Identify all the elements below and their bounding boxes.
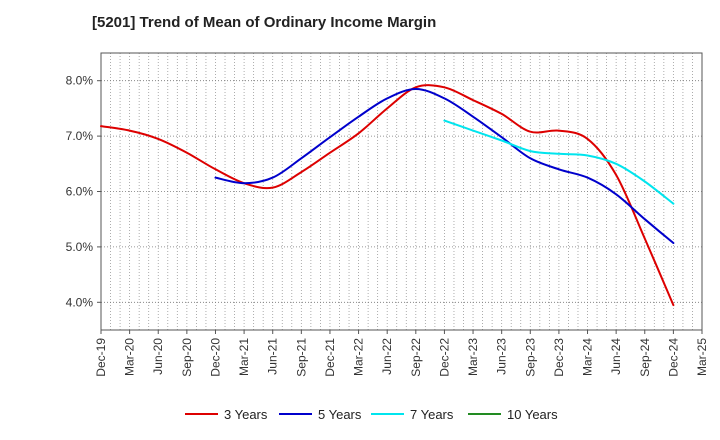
y-tick-label: 4.0% [66, 295, 94, 309]
y-tick-label: 7.0% [66, 129, 94, 143]
x-tick-label: Dec-21 [323, 338, 337, 377]
series-line-7-years [443, 119, 675, 205]
x-tick-label: Dec-23 [552, 338, 566, 377]
legend-label-5-years: 5 Years [318, 407, 362, 422]
series-line-5-years [214, 88, 675, 244]
x-tick-label: Mar-22 [352, 338, 366, 376]
x-tick-label: Dec-19 [94, 338, 108, 377]
x-tick-label: Sep-23 [523, 338, 537, 377]
legend-label-7-years: 7 Years [410, 407, 454, 422]
x-tick-label: Mar-24 [581, 338, 595, 376]
x-tick-label: Jun-24 [609, 338, 623, 375]
y-tick-label: 6.0% [66, 185, 94, 199]
x-tick-label: Jun-21 [266, 338, 280, 375]
x-tick-label: Dec-22 [437, 338, 451, 377]
x-tick-label: Sep-22 [409, 338, 423, 377]
x-tick-label: Mar-20 [123, 338, 137, 376]
x-tick-label: Jun-20 [151, 338, 165, 375]
y-tick-label: 5.0% [66, 240, 94, 254]
x-tick-label: Sep-20 [180, 338, 194, 377]
x-tick-label: Mar-23 [466, 338, 480, 376]
x-tick-label: Sep-24 [638, 338, 652, 377]
x-tick-label: Dec-24 [666, 338, 680, 377]
x-tick-label: Mar-21 [237, 338, 251, 376]
x-tick-label: Sep-21 [294, 338, 308, 377]
legend-label-3-years: 3 Years [224, 407, 268, 422]
y-tick-label: 8.0% [66, 74, 94, 88]
x-tick-label: Mar-25 [695, 338, 709, 376]
x-tick-label: Jun-23 [495, 338, 509, 375]
x-tick-label: Dec-20 [208, 338, 222, 377]
series-line-3-years [100, 84, 675, 307]
chart-title: [5201] Trend of Mean of Ordinary Income … [92, 14, 437, 31]
x-tick-label: Jun-22 [380, 338, 394, 375]
legend-label-10-years: 10 Years [507, 407, 558, 422]
